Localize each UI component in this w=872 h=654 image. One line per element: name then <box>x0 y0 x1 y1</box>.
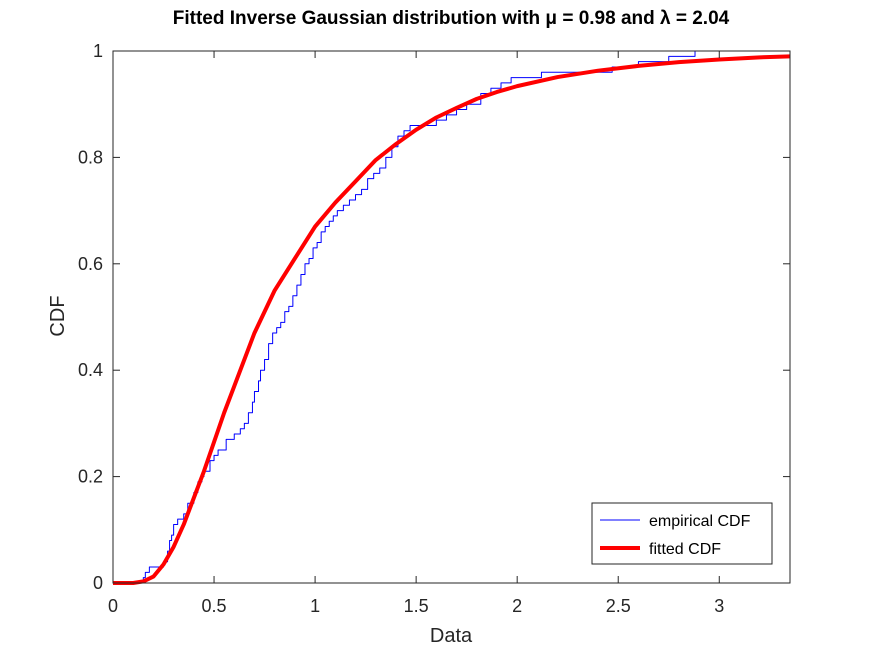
y-axis-label: CDF <box>47 295 69 336</box>
y-tick-label: 0.8 <box>78 147 103 167</box>
y-tick-label: 0.2 <box>78 467 103 487</box>
x-tick-label: 1.5 <box>404 596 429 616</box>
x-tick-label: 1 <box>310 596 320 616</box>
x-tick-label: 2 <box>512 596 522 616</box>
y-tick-label: 1 <box>93 41 103 61</box>
x-tick-label: 3 <box>714 596 724 616</box>
series-layer <box>113 50 791 585</box>
legend: empirical CDF fitted CDF <box>591 502 773 565</box>
x-tick-label: 0.5 <box>202 596 227 616</box>
x-tick-label: 0 <box>108 596 118 616</box>
legend-box <box>591 502 773 565</box>
plot-area <box>113 51 790 583</box>
x-axis-label: Data <box>430 625 473 647</box>
y-tick-label: 0 <box>93 573 103 593</box>
fitted-cdf-line <box>113 54 791 585</box>
legend-label-fitted: fitted CDF <box>649 541 721 558</box>
legend-label-empirical: empirical CDF <box>649 513 751 530</box>
x-tick-label: 2.5 <box>606 596 631 616</box>
y-tick-label: 0.4 <box>78 360 103 380</box>
chart-title: Fitted Inverse Gaussian distribution wit… <box>173 8 730 29</box>
axes-box <box>112 50 791 584</box>
ticks-layer: 0 0.5 1 1.5 2 2.5 3 0 0.2 0.4 0.6 0.8 1 <box>78 41 790 616</box>
y-tick-label: 0.6 <box>78 254 103 274</box>
